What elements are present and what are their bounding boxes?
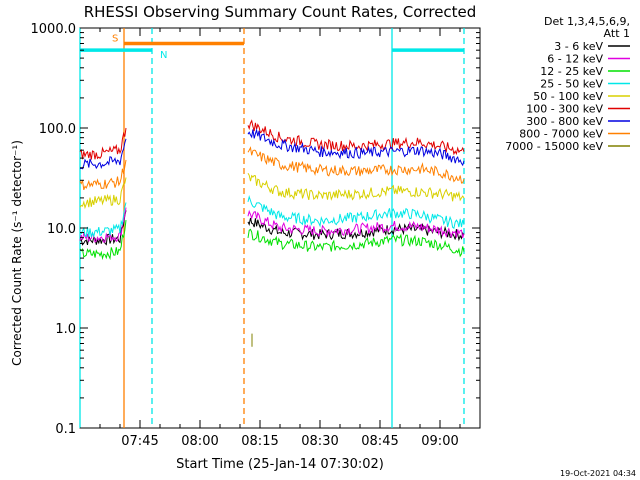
legend-label-8: 7000 - 15000 keV (505, 140, 603, 153)
y-axis-label: Corrected Count Rate (s⁻¹ detector⁻¹) (10, 140, 24, 366)
series-7 (79, 146, 465, 191)
series-line-3-1 (247, 194, 465, 230)
y-tick-label-1: 100.0 (39, 122, 76, 137)
series-line-3-0 (79, 202, 127, 238)
legend-label-6: 300 - 800 keV (526, 115, 603, 128)
series-line-2-0 (79, 220, 127, 261)
series-line-5-0 (79, 127, 127, 160)
footer-timestamp: 19-Oct-2021 04:34 (560, 469, 636, 478)
series-line-1-1 (247, 209, 465, 239)
y-tick-label-3: 1.0 (55, 322, 76, 337)
series-line-7-1 (247, 146, 465, 184)
legend-label-0: 3 - 6 keV (554, 40, 603, 53)
legend-header-1: Att 1 (604, 27, 630, 40)
series-1 (79, 207, 465, 243)
series-3 (79, 194, 465, 238)
x-tick-label-5: 09:00 (421, 434, 458, 449)
status-label-0: S (112, 34, 118, 45)
series-5 (79, 119, 465, 160)
series-line-6-0 (79, 138, 127, 170)
legend-label-2: 12 - 25 keV (540, 65, 603, 78)
series-4 (79, 173, 465, 210)
series-2 (79, 220, 465, 261)
x-tick-label-0: 07:45 (121, 434, 158, 449)
y-tick-label-0: 1000.0 (31, 22, 77, 37)
x-tick-label-1: 08:00 (181, 434, 218, 449)
legend-header-0: Det 1,3,4,5,6,9, (544, 15, 630, 28)
series-line-2-1 (247, 228, 465, 258)
series-line-4-0 (79, 177, 127, 210)
legend-label-7: 800 - 7000 keV (519, 128, 603, 141)
y-tick-label-2: 10.0 (47, 222, 76, 237)
x-tick-label-4: 08:45 (361, 434, 398, 449)
series-line-7-0 (79, 159, 127, 191)
series-line-4-1 (247, 173, 465, 202)
series-line-5-1 (247, 119, 465, 156)
chart-title: RHESSI Observing Summary Count Rates, Co… (84, 3, 477, 21)
x-tick-label-2: 08:15 (241, 434, 278, 449)
legend-label-4: 50 - 100 keV (533, 90, 603, 103)
legend-label-3: 25 - 50 keV (540, 78, 603, 91)
x-axis-label: Start Time (25-Jan-14 07:30:02) (176, 457, 384, 472)
series-line-0-1 (247, 217, 465, 242)
series-line-6-1 (247, 128, 465, 167)
x-tick-label-3: 08:30 (301, 434, 338, 449)
status-label-1: N (160, 50, 167, 61)
series-6 (79, 128, 465, 170)
y-tick-label-4: 0.1 (55, 422, 76, 437)
series-line-1-0 (79, 207, 127, 243)
legend-label-5: 100 - 300 keV (526, 103, 603, 116)
legend-label-1: 6 - 12 keV (547, 53, 603, 66)
